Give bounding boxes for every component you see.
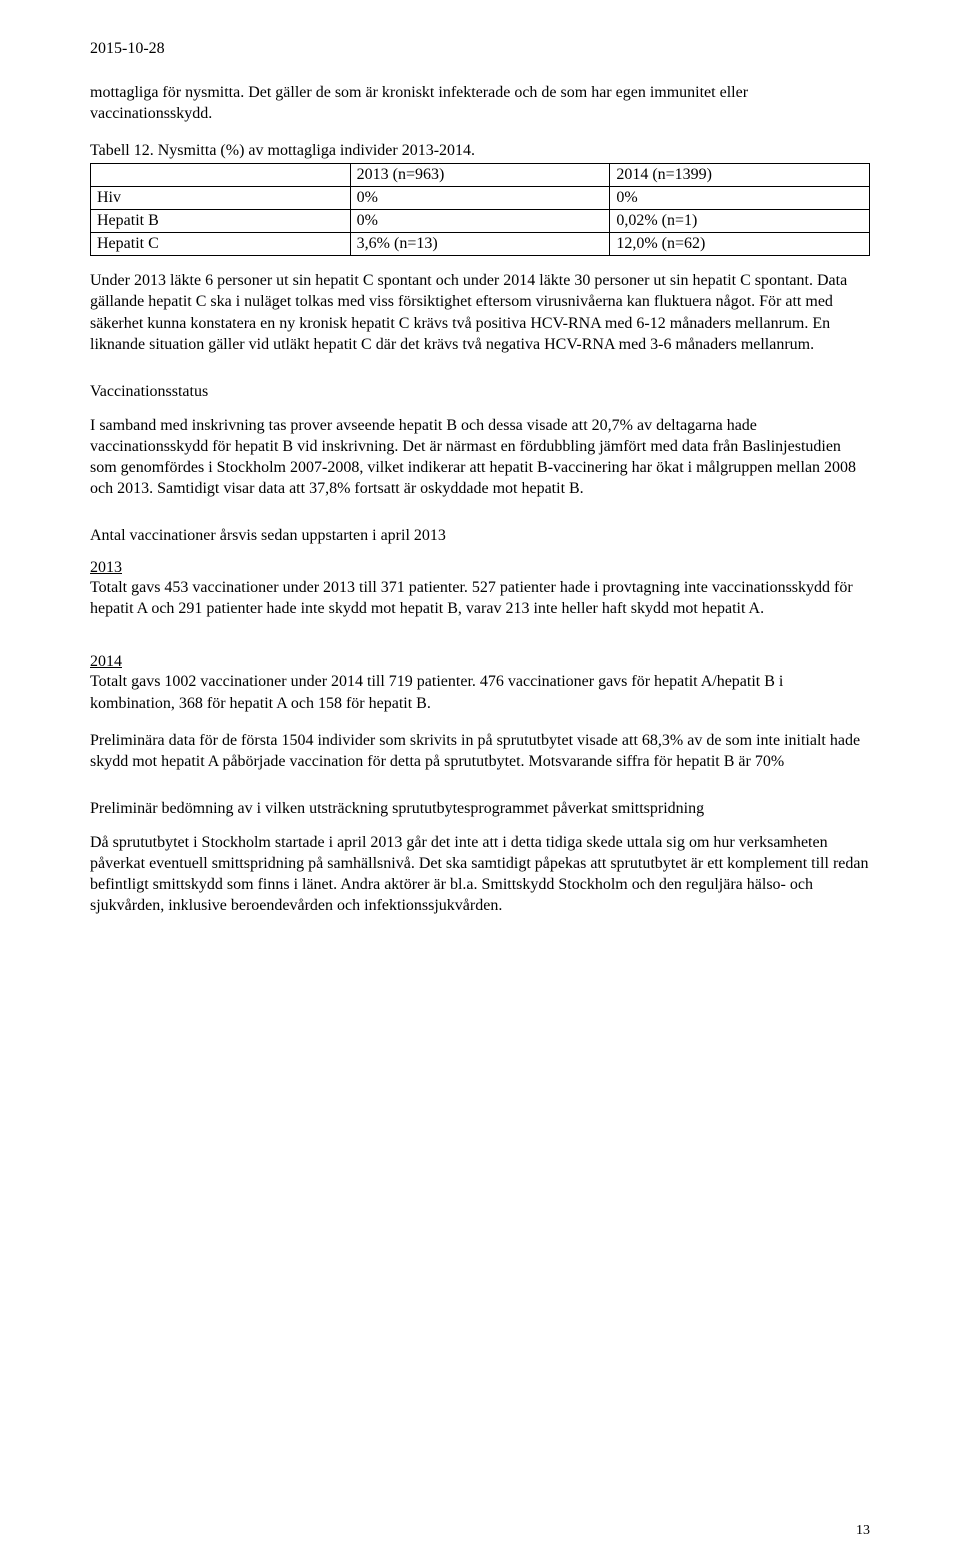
vaccination-body: I samband med inskrivning tas prover avs… <box>90 415 870 499</box>
assessment-body: Då sprututbytet i Stockholm startade i a… <box>90 832 870 916</box>
header-2013: 2013 (n=963) <box>350 164 610 187</box>
row-label: Hepatit C <box>91 233 351 256</box>
year-2014-label: 2014 <box>90 653 870 671</box>
row-label: Hepatit B <box>91 210 351 233</box>
header-date: 2015-10-28 <box>90 40 870 58</box>
year-2014-body1: Totalt gavs 1002 vaccinationer under 201… <box>90 671 870 713</box>
year-2013-label: 2013 <box>90 559 870 577</box>
year-2013-body: Totalt gavs 453 vaccinationer under 2013… <box>90 577 870 619</box>
row-c1: 0% <box>350 210 610 233</box>
row-c1: 3,6% (n=13) <box>350 233 610 256</box>
assessment-heading: Preliminär bedömning av i vilken utsträc… <box>90 800 870 818</box>
table-row: Hepatit C 3,6% (n=13) 12,0% (n=62) <box>91 233 870 256</box>
row-c1: 0% <box>350 187 610 210</box>
vaccination-heading: Vaccinationsstatus <box>90 383 870 401</box>
table-header-row: 2013 (n=963) 2014 (n=1399) <box>91 164 870 187</box>
yearly-heading: Antal vaccinationer årsvis sedan uppstar… <box>90 527 870 545</box>
table-row: Hiv 0% 0% <box>91 187 870 210</box>
nysmitta-table: 2013 (n=963) 2014 (n=1399) Hiv 0% 0% Hep… <box>90 163 870 256</box>
page-number: 13 <box>856 1523 870 1539</box>
document-page: 2015-10-28 mottagliga för nysmitta. Det … <box>0 0 960 1563</box>
row-c2: 12,0% (n=62) <box>610 233 870 256</box>
after-table-paragraph: Under 2013 läkte 6 personer ut sin hepat… <box>90 270 870 354</box>
table-row: Hepatit B 0% 0,02% (n=1) <box>91 210 870 233</box>
row-c2: 0,02% (n=1) <box>610 210 870 233</box>
header-empty <box>91 164 351 187</box>
header-2014: 2014 (n=1399) <box>610 164 870 187</box>
row-label: Hiv <box>91 187 351 210</box>
table-caption: Tabell 12. Nysmitta (%) av mottagliga in… <box>90 140 870 161</box>
year-2014-body2: Preliminära data för de första 1504 indi… <box>90 730 870 772</box>
row-c2: 0% <box>610 187 870 210</box>
intro-paragraph: mottagliga för nysmitta. Det gäller de s… <box>90 82 870 124</box>
